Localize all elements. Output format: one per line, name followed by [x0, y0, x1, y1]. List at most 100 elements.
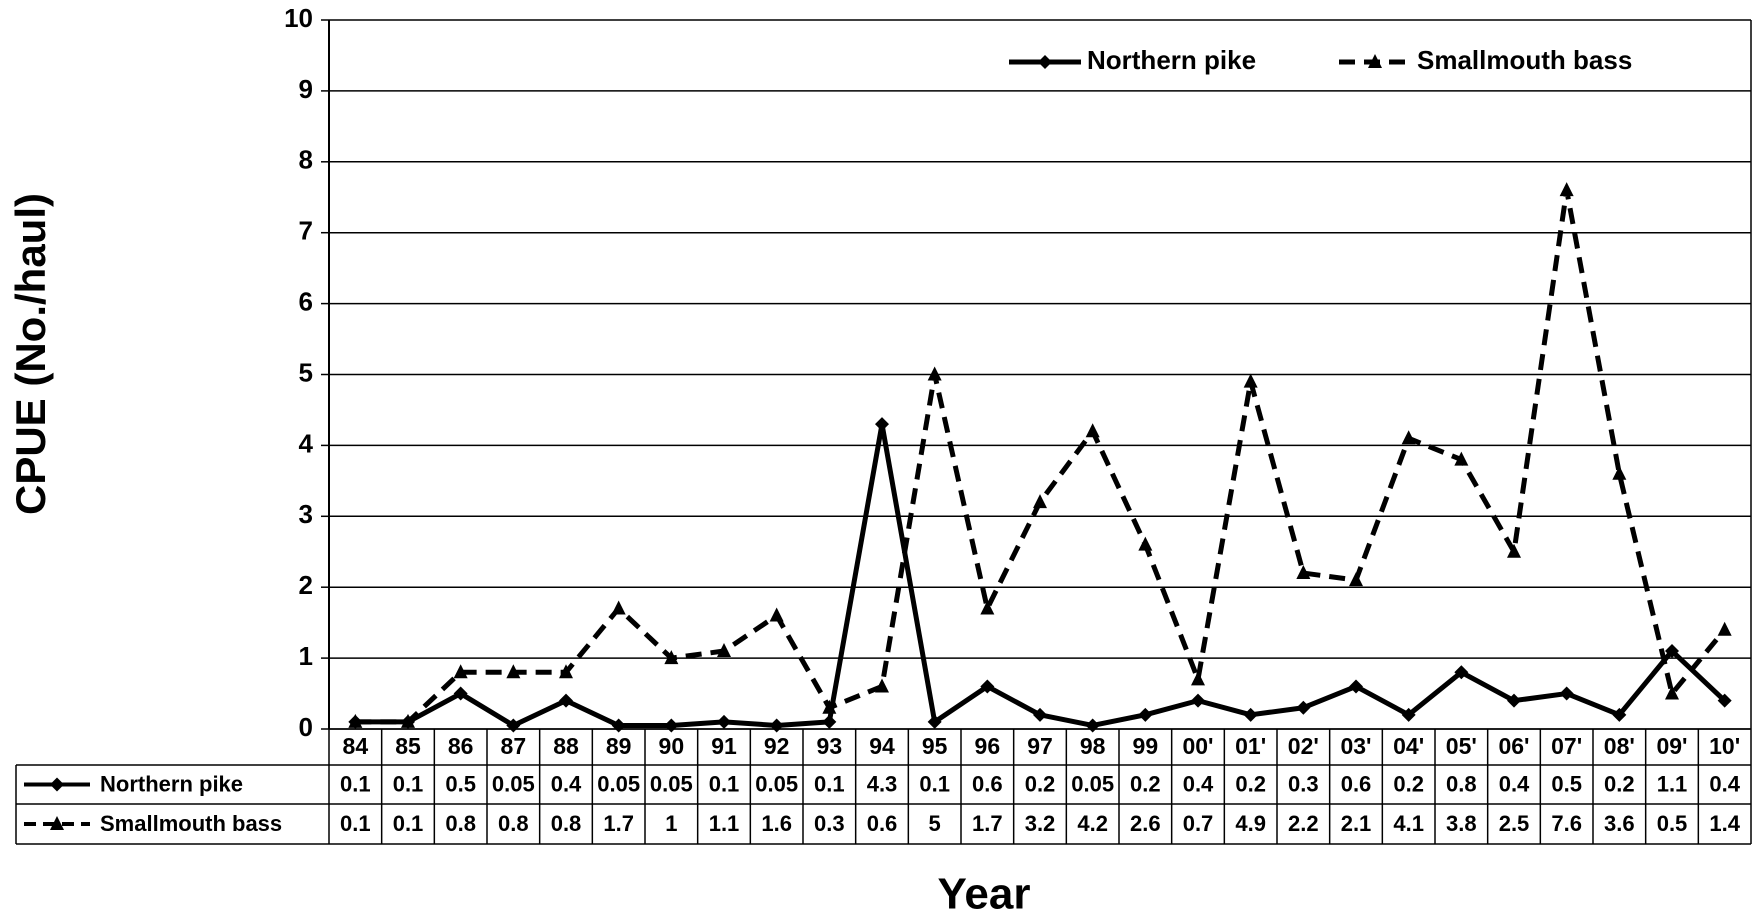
point-marker	[1085, 718, 1100, 733]
point-marker	[1296, 565, 1311, 580]
table-value: 0.05	[492, 771, 535, 796]
point-marker	[664, 718, 679, 733]
point-marker	[1349, 572, 1363, 587]
point-marker	[348, 713, 363, 728]
table-value: 2.1	[1341, 811, 1372, 836]
table-value: 4.2	[1077, 811, 1108, 836]
point-marker	[1454, 665, 1469, 680]
point-marker	[1243, 707, 1258, 722]
x-tick-label: 04'	[1393, 733, 1424, 759]
point-marker	[1612, 707, 1627, 722]
point-marker	[506, 718, 521, 733]
point-marker	[1349, 679, 1363, 694]
table-row-label: Northern pike	[100, 771, 243, 796]
point-marker	[1717, 621, 1732, 636]
point-marker	[453, 686, 468, 701]
x-tick-label: 06'	[1498, 733, 1529, 759]
table-value: 0.5	[1657, 811, 1688, 836]
x-tick-label: 86	[448, 733, 474, 759]
table-value: 0.2	[1393, 771, 1424, 796]
x-tick-label: 90	[659, 733, 685, 759]
table-value: 0.1	[814, 771, 845, 796]
table-value: 1.7	[603, 811, 634, 836]
table-value: 0.2	[1025, 771, 1056, 796]
table-value: 0.1	[393, 771, 424, 796]
point-marker	[401, 713, 415, 728]
table-value: 0.05	[1071, 771, 1114, 796]
table-value: 0.1	[919, 771, 950, 796]
x-tick-label: 93	[817, 733, 843, 759]
table-value: 0.05	[650, 771, 693, 796]
table-value: 0.6	[972, 771, 1003, 796]
point-marker	[822, 714, 837, 729]
point-marker	[1038, 55, 1052, 69]
table-value: 4.9	[1235, 811, 1266, 836]
table-value: 0.5	[445, 771, 476, 796]
x-tick-label: 96	[975, 733, 1001, 759]
table-value: 3.8	[1446, 811, 1477, 836]
y-tick-label: 9	[299, 74, 313, 104]
x-tick-label: 84	[343, 733, 369, 759]
y-tick-label: 6	[299, 286, 313, 316]
point-marker	[1507, 543, 1521, 558]
x-tick-label: 95	[922, 733, 948, 759]
point-marker	[980, 600, 995, 615]
y-tick-label: 3	[299, 499, 313, 529]
point-marker	[1401, 707, 1416, 722]
point-marker	[875, 417, 889, 432]
point-marker	[1138, 536, 1153, 551]
x-tick-label: 07'	[1551, 733, 1582, 759]
point-marker	[1085, 423, 1100, 438]
point-marker	[927, 714, 942, 729]
x-tick-label: 05'	[1446, 733, 1477, 759]
table-value: 4.3	[867, 771, 898, 796]
y-tick-label: 2	[299, 570, 313, 600]
point-marker	[453, 664, 468, 679]
table-value: 5	[929, 811, 941, 836]
table-value: 0.2	[1235, 771, 1266, 796]
table-value: 0.05	[755, 771, 798, 796]
table-value: 0.6	[1341, 771, 1372, 796]
y-tick-label: 4	[299, 428, 314, 458]
point-marker	[50, 816, 64, 830]
x-tick-label: 98	[1080, 733, 1106, 759]
table-value: 1.7	[972, 811, 1003, 836]
table-value: 7.6	[1551, 811, 1582, 836]
x-tick-label: 85	[395, 733, 421, 759]
point-marker	[717, 643, 731, 658]
point-marker	[664, 650, 679, 665]
point-marker	[1243, 373, 1258, 388]
point-marker	[1138, 707, 1153, 722]
point-marker	[559, 664, 573, 679]
x-axis-label: Year	[938, 870, 1031, 917]
table-value: 2.2	[1288, 811, 1319, 836]
point-marker	[769, 607, 784, 622]
table-value: 0.1	[340, 771, 371, 796]
point-marker	[1296, 700, 1311, 715]
point-marker	[1191, 671, 1205, 686]
point-marker	[1665, 644, 1679, 659]
table-value: 2.6	[1130, 811, 1161, 836]
table-value: 0.4	[1183, 771, 1214, 796]
y-tick-label: 5	[299, 357, 313, 387]
y-tick-label: 1	[299, 641, 313, 671]
table-value: 0.05	[597, 771, 640, 796]
point-marker	[927, 366, 942, 381]
x-tick-label: 92	[764, 733, 790, 759]
point-marker	[1559, 182, 1574, 197]
point-marker	[1401, 430, 1416, 445]
x-tick-label: 01'	[1235, 733, 1266, 759]
point-marker	[1717, 693, 1732, 708]
table-value: 0.1	[393, 811, 424, 836]
table-value: 0.6	[867, 811, 898, 836]
x-tick-label: 97	[1027, 733, 1053, 759]
x-tick-label: 03'	[1340, 733, 1371, 759]
point-marker	[611, 600, 626, 615]
y-tick-label: 8	[299, 145, 313, 175]
point-marker	[980, 679, 995, 694]
point-marker	[1612, 465, 1627, 480]
point-marker	[1559, 686, 1574, 701]
point-marker	[1665, 685, 1679, 700]
